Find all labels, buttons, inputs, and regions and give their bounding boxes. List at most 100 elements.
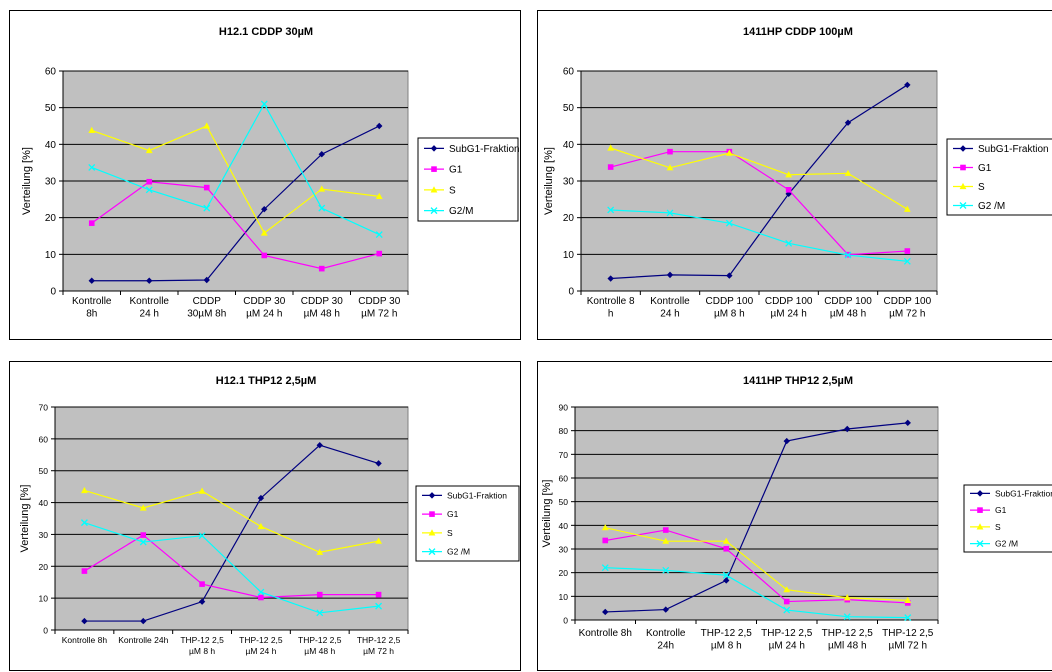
data-point xyxy=(785,187,792,193)
y-tick-label: 0 xyxy=(50,287,56,298)
legend-label: G1 xyxy=(995,505,1007,515)
data-point xyxy=(843,594,851,601)
data-point xyxy=(783,606,791,614)
y-tick-label: 60 xyxy=(45,67,57,78)
legend-marker xyxy=(976,523,984,530)
series-line xyxy=(91,181,380,270)
data-point xyxy=(722,571,730,579)
data-point xyxy=(844,251,852,259)
data-point xyxy=(146,277,153,284)
chart-title: 1411HP THP12 2,5µM xyxy=(743,375,853,387)
data-point xyxy=(257,588,265,596)
data-point xyxy=(723,545,730,552)
data-point xyxy=(844,119,852,126)
data-point xyxy=(316,442,323,449)
line-chart-3: 1411HP THP12 2,5µM 0 10 20 30 40 50 60 70 80 90 Kon… xyxy=(541,375,1052,652)
data-point xyxy=(88,163,96,171)
data-point xyxy=(260,229,268,236)
series-line xyxy=(605,527,908,601)
y-tick-label: 50 xyxy=(559,497,569,507)
series-line xyxy=(610,151,908,256)
y-axis-label: Verteilung [%] xyxy=(19,485,31,553)
data-point xyxy=(666,271,674,279)
data-point xyxy=(139,538,147,546)
data-point xyxy=(203,122,211,129)
data-point xyxy=(203,276,210,284)
data-point xyxy=(81,568,88,574)
y-tick-label: 0 xyxy=(563,616,568,626)
plot-area xyxy=(574,406,939,621)
data-point xyxy=(88,220,95,226)
data-point xyxy=(783,437,790,445)
data-point xyxy=(260,100,268,108)
legend-marker xyxy=(428,529,436,536)
data-point xyxy=(904,614,912,622)
data-point xyxy=(662,606,669,613)
x-tick-label: CDDP 100 µM 24 h xyxy=(765,296,813,320)
x-tick-label: CDDP 100 µM 8 h xyxy=(706,296,754,320)
legend-marker xyxy=(430,145,438,152)
data-point xyxy=(139,504,147,511)
data-point xyxy=(723,577,730,584)
legend-marker xyxy=(976,490,984,497)
chart-title: 1411HP CDDP 100µM xyxy=(743,26,853,38)
x-tick-label: THP-12 2,5 µM 72 h xyxy=(357,635,401,656)
legend-marker xyxy=(430,186,438,193)
data-point xyxy=(844,425,851,433)
series-line xyxy=(605,529,908,604)
legend-marker xyxy=(431,166,437,172)
series-line xyxy=(610,84,908,280)
legend-label: G2 /M xyxy=(978,201,1005,212)
series-line xyxy=(84,489,379,553)
series-3 xyxy=(80,519,383,617)
data-point xyxy=(662,527,669,533)
data-point xyxy=(316,609,324,617)
legend-label: SubG1-Fraktion xyxy=(978,144,1049,155)
x-tick-label: Kontrolle 24h xyxy=(118,635,168,645)
chart-panel-h12-cddp: H12.1 CDDP 30µM 0 10 20 30 40 50 60 Kontrolle 8h K… xyxy=(9,10,521,340)
series-line xyxy=(91,125,380,234)
y-tick-label: 20 xyxy=(563,213,575,224)
legend-label: G2 /M xyxy=(447,547,470,557)
data-point xyxy=(844,169,852,176)
y-tick-label: 80 xyxy=(559,426,569,436)
data-point xyxy=(140,532,147,538)
series-0 xyxy=(602,419,911,616)
data-point xyxy=(904,600,911,606)
x-tick-label: THP-12 2,5 µM 48 h xyxy=(298,635,342,656)
y-tick-label: 0 xyxy=(568,287,574,298)
series-2 xyxy=(88,122,383,236)
chart-title: H12.1 CDDP 30µM xyxy=(219,26,313,38)
series-2 xyxy=(607,144,911,212)
data-point xyxy=(662,566,670,574)
data-point xyxy=(375,602,383,610)
y-tick-label: 20 xyxy=(39,562,49,572)
data-point xyxy=(198,532,206,540)
y-tick-label: 30 xyxy=(39,530,49,540)
data-point xyxy=(783,586,791,593)
legend-marker xyxy=(959,202,967,209)
line-chart-2: H12.1 THP12 2,5µM 0 10 20 30 40 50 60 70 Kontroll… xyxy=(19,375,520,656)
data-point xyxy=(904,248,911,254)
data-point xyxy=(667,148,673,155)
line-chart-1: 1411HP CDDP 100µM 0 10 20 30 40 50 60 Kontrolle … xyxy=(543,26,1052,320)
data-point xyxy=(602,537,609,544)
x-tick-label: CDDP 30 µM 24 h xyxy=(243,296,285,320)
data-point xyxy=(725,219,733,227)
legend: SubG1-Fraktion G1 S G2 /M xyxy=(415,485,520,562)
data-point xyxy=(904,596,912,603)
legend: SubG1-Fraktion G1 S G2/M xyxy=(417,137,520,222)
x-tick-label: CDDP 100 µM 72 h xyxy=(884,296,932,320)
legend-label: G2 /M xyxy=(995,539,1018,549)
series-line xyxy=(84,522,379,614)
y-tick-label: 20 xyxy=(559,568,569,578)
y-axis-label: Verteilung [%] xyxy=(543,147,555,215)
y-tick-label: 50 xyxy=(45,103,57,114)
data-point xyxy=(666,164,674,171)
data-point xyxy=(376,122,383,130)
y-tick-label: 30 xyxy=(559,545,569,555)
data-point xyxy=(145,146,153,154)
legend-label: S xyxy=(978,182,985,193)
data-point xyxy=(725,149,733,156)
data-point xyxy=(843,613,851,621)
